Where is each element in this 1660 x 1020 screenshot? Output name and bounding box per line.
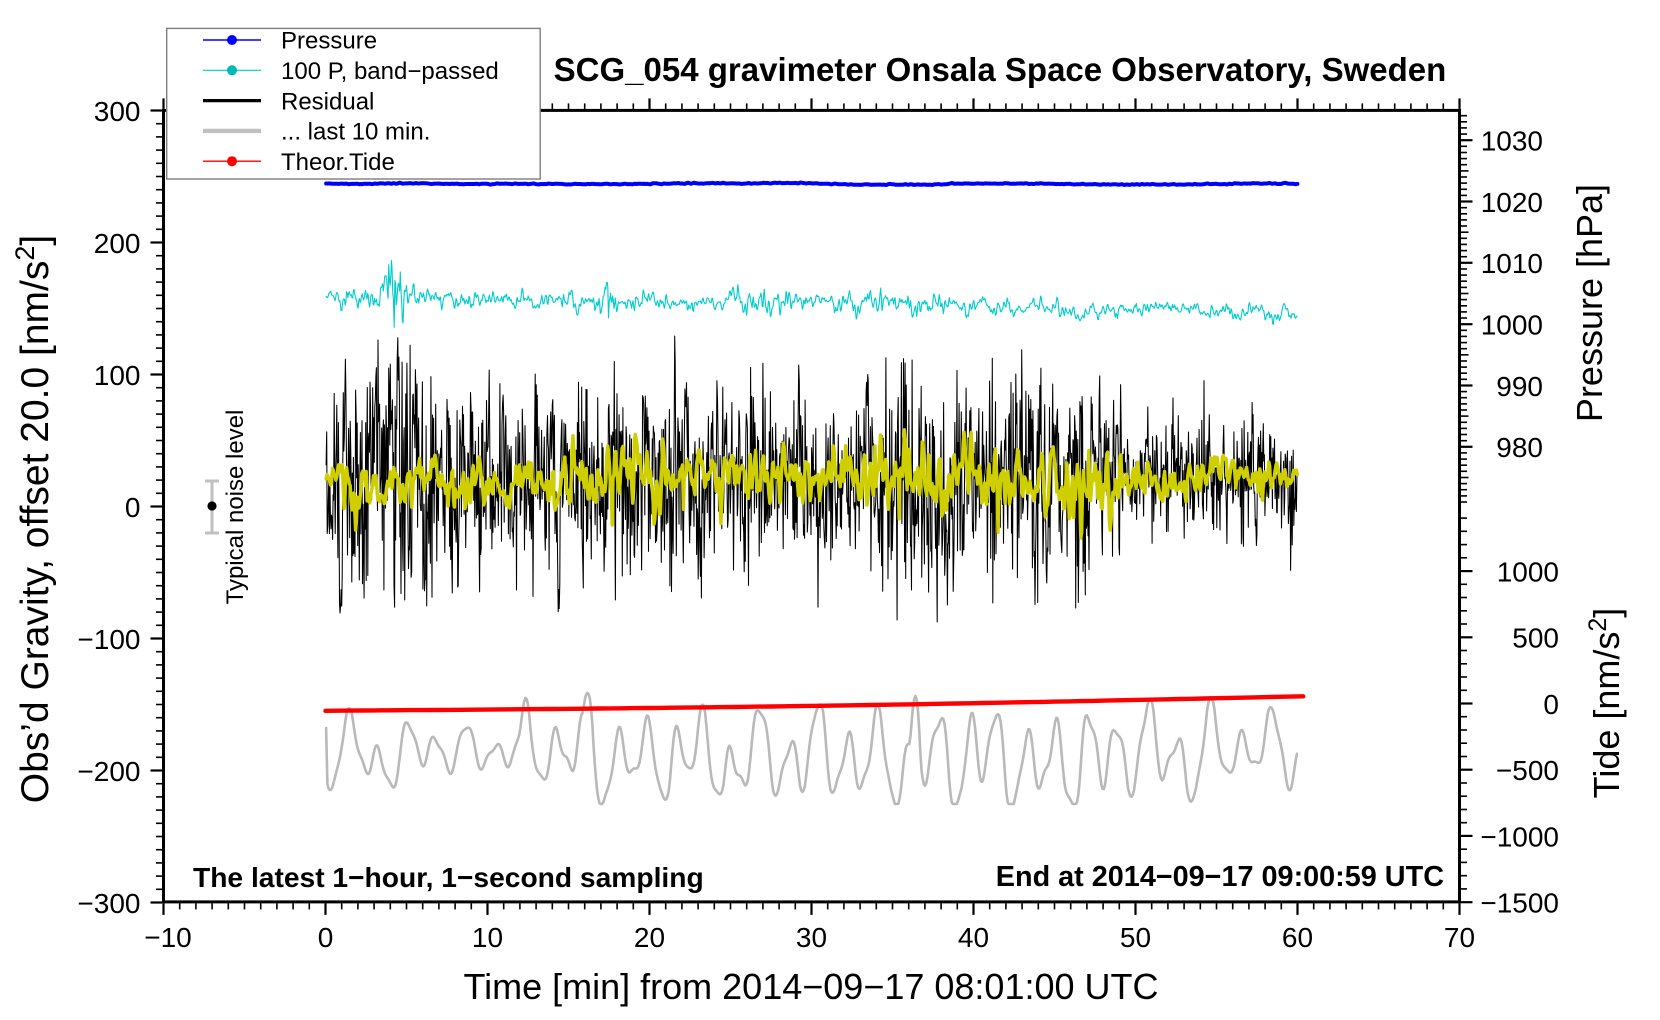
svg-text:The latest 1−hour, 1−second sa: The latest 1−hour, 1−second sampling — [193, 861, 704, 893]
svg-text:1000: 1000 — [1481, 310, 1543, 341]
svg-text:100: 100 — [94, 360, 141, 391]
svg-text:100 P, band−passed: 100 P, band−passed — [281, 58, 499, 85]
svg-text:980: 980 — [1496, 432, 1543, 463]
svg-text:−500: −500 — [1496, 755, 1559, 786]
svg-text:1010: 1010 — [1481, 248, 1543, 279]
svg-text:SCG_054 gravimeter Onsala Spac: SCG_054 gravimeter Onsala Space Observat… — [554, 51, 1447, 88]
svg-text:... last 10 min.: ... last 10 min. — [281, 119, 430, 146]
svg-text:0: 0 — [1543, 689, 1559, 720]
svg-text:1020: 1020 — [1481, 187, 1543, 218]
svg-text:Typical noise level: Typical noise level — [222, 410, 249, 605]
svg-text:1030: 1030 — [1481, 126, 1543, 157]
svg-text:10: 10 — [472, 922, 503, 953]
svg-text:70: 70 — [1444, 922, 1475, 953]
svg-text:50: 50 — [1120, 922, 1151, 953]
svg-text:0: 0 — [318, 922, 334, 953]
svg-text:−1000: −1000 — [1480, 821, 1559, 852]
svg-text:200: 200 — [94, 228, 141, 259]
svg-text:1000: 1000 — [1497, 557, 1559, 588]
svg-text:−200: −200 — [77, 756, 140, 787]
svg-text:−10: −10 — [144, 922, 192, 953]
svg-text:−1500: −1500 — [1480, 888, 1559, 919]
svg-text:0: 0 — [125, 492, 141, 523]
svg-text:Pressure [hPa]: Pressure [hPa] — [1569, 184, 1610, 422]
svg-text:−300: −300 — [77, 888, 140, 919]
svg-text:20: 20 — [634, 922, 665, 953]
svg-text:500: 500 — [1512, 623, 1559, 654]
svg-text:300: 300 — [94, 96, 141, 127]
svg-text:Pressure: Pressure — [281, 28, 377, 55]
svg-text:−100: −100 — [77, 624, 140, 655]
svg-text:60: 60 — [1282, 922, 1313, 953]
svg-text:Tide [nm/s2]: Tide [nm/s2] — [1584, 608, 1627, 799]
svg-text:30: 30 — [796, 922, 827, 953]
svg-text:Obs’d Gravity, offset 20.0 [nm: Obs’d Gravity, offset 20.0 [nm/s2] — [10, 235, 57, 804]
svg-text:40: 40 — [958, 922, 989, 953]
svg-text:Time [min] from 2014−09−17 08:: Time [min] from 2014−09−17 08:01:00 UTC — [463, 966, 1158, 1007]
svg-text:990: 990 — [1496, 371, 1543, 402]
svg-text:Theor.Tide: Theor.Tide — [281, 149, 395, 176]
svg-text:Residual: Residual — [281, 88, 374, 115]
svg-text:End at 2014−09−17 09:00:59 UTC: End at 2014−09−17 09:00:59 UTC — [996, 861, 1444, 893]
